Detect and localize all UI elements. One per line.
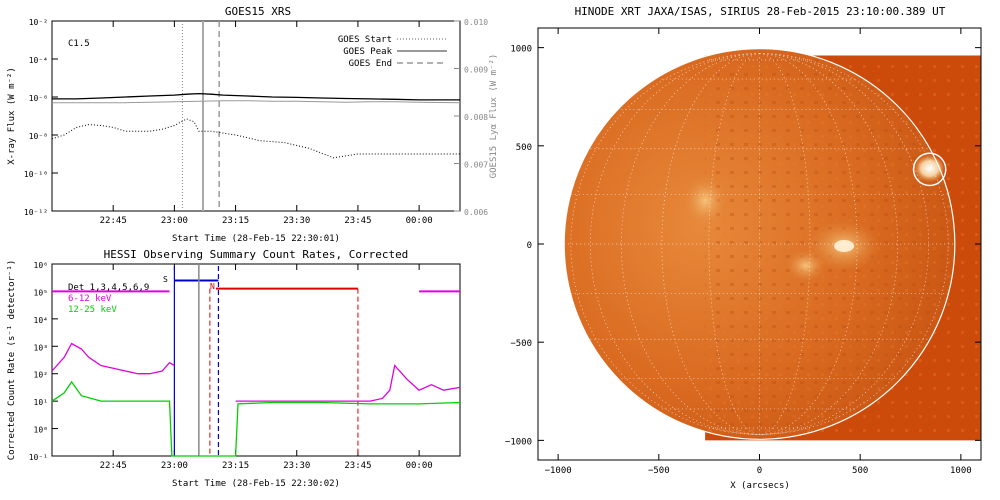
hessi-legend-6-12: 6-12 keV [68,294,112,304]
hessi-x-axis: 22:45 23:00 23:15 23:30 23:45 00:00 [100,264,433,471]
hessi-6-12kev-line [235,364,461,402]
hessi-xlabel: Start Time (28-Feb-15 22:30:02) [172,479,340,489]
goes-ylabel: X-ray Flux (W m⁻²) [7,67,17,165]
goes-x-tick-label: 23:15 [222,216,249,226]
hessi-x-tick-label: 23:45 [344,461,371,471]
hessi-y-tick-label: 10⁰ [34,426,48,435]
goes-x-tick-label: 22:45 [100,216,127,226]
goes-x-axis: 22:45 23:00 23:15 23:30 23:45 00:00 [100,21,433,226]
goes-legend: GOES Start GOES Peak GOES End [338,35,447,69]
xrt-y-tick-label: −1000 [505,437,532,447]
hessi-series-group [51,342,461,457]
goes-x-tick-label: 23:30 [283,216,310,226]
xrt-flare-circle [912,152,947,187]
goes-y-tick-label: 10⁻² [29,18,48,27]
hessi-ylabel: Corrected Count Rate (s⁻¹ detector⁻¹) [7,260,17,460]
xrt-x-tick-label: −500 [648,466,670,476]
goes-title: GOES15 XRS [225,5,291,18]
xrt-flare-brightening [913,154,946,183]
xrt-y-axis: −1000 −500 0 500 1000 [505,45,981,447]
xrt-longitude-line [759,53,858,435]
xrt-active-region-south [785,249,826,282]
goes-x-tick-label: 23:00 [161,216,188,226]
goes-x-tick-label: 00:00 [406,216,433,226]
goes-y-axis: 10⁻¹² 10⁻¹⁰ 10⁻⁸ 10⁻⁶ 10⁻⁴ 10⁻² [24,18,58,217]
goes-y-tick-label: 10⁻⁶ [29,94,48,103]
hessi-y-tick-label: 10² [34,371,48,380]
xrt-solar-limb [563,48,956,440]
xrt-y-tick-label: −500 [510,339,532,349]
hessi-12-25kev-line [51,380,461,457]
xrt-limb-circle [563,48,956,440]
xrt-x-tick-label: 500 [852,466,868,476]
hessi-y-tick-label: 10¹ [34,398,48,407]
hessi-6-12kev-line [51,342,175,375]
hessi-flag-n: N [210,282,215,291]
goes-y2-tick-label: 0.009 [464,66,488,75]
goes-y2-axis: 0.006 0.007 0.008 0.009 0.010 [454,18,488,217]
hessi-y-tick-label: 10⁻¹ [29,453,48,462]
xrt-x-tick-label: 1000 [950,466,972,476]
hessi-y-tick-label: 10⁵ [34,288,48,297]
goes-y2-tick-label: 0.006 [464,208,488,217]
goes-event-markers [181,21,220,211]
xrt-x-axis: −1000 −500 0 500 1000 [545,28,972,476]
hessi-x-tick-label: 23:30 [283,461,310,471]
goes-y2-tick-label: 0.007 [464,161,488,170]
goes-y-tick-label: 10⁻¹² [24,208,48,217]
hessi-legend: Det 1,3,4,5,6,9 6-12 keV 12-25 keV [68,283,149,315]
xrt-heliographic-grid [564,53,955,435]
goes-y2-tick-label: 0.008 [464,113,488,122]
goes-legend-peak: GOES Peak [343,47,392,57]
goes-long-channel-line [52,92,460,101]
xrt-x-tick-label: −1000 [545,466,572,476]
xrt-active-region-east [683,174,728,227]
goes-plot-frame [51,20,461,212]
hessi-y-tick-label: 10⁴ [34,316,48,325]
hessi-x-tick-label: 00:00 [406,461,433,471]
goes-y2label: GOES15 Lyα Flux (W m⁻²) [489,54,499,179]
hessi-flag-bars [52,264,460,456]
xrt-longitude-line [661,53,760,435]
hessi-panel: HESSI Observing Summary Count Rates, Cor… [7,248,461,489]
xrt-y-tick-label: 500 [516,143,532,153]
goes-short-channel-line [51,118,460,159]
xrt-xlabel: X (arcsecs) [730,481,790,491]
xrt-longitude-line [759,53,898,435]
goes-lyalpha-line [52,100,461,104]
hessi-legend-det: Det 1,3,4,5,6,9 [68,283,149,293]
hessi-plot-frame [51,263,461,457]
hessi-title: HESSI Observing Summary Count Rates, Cor… [104,248,409,261]
hessi-x-tick-label: 23:15 [222,461,249,471]
xrt-map-panel: HINODE XRT JAXA/ISAS, SIRIUS 28-Feb-2015… [505,5,982,491]
xrt-y-tick-label: 1000 [510,45,532,55]
xrt-title: HINODE XRT JAXA/ISAS, SIRIUS 28-Feb-2015… [575,5,946,18]
goes-xrs-panel: GOES15 XRS 22:45 23:00 23:15 23:30 23:45 00:0… [7,5,499,244]
hessi-x-tick-label: 22:45 [100,461,127,471]
hessi-y-tick-label: 10⁶ [34,261,48,270]
xrt-active-region-core [834,239,855,252]
xrt-longitude-line [759,53,949,435]
goes-y2-tick-label: 0.010 [464,18,488,27]
hessi-x-tick-label: 23:00 [161,461,188,471]
hessi-y-tick-label: 10³ [34,343,48,352]
xrt-longitude-line [621,53,760,435]
goes-x-tick-label: 23:45 [344,216,371,226]
goes-legend-end: GOES End [349,59,392,69]
goes-annotation: C1.5 [68,39,90,49]
goes-xlabel: Start Time (28-Feb-15 22:30:01) [172,234,340,244]
hessi-legend-12-25: 12-25 keV [68,305,117,315]
goes-legend-start: GOES Start [338,35,392,45]
goes-y-tick-label: 10⁻⁴ [29,56,48,65]
goes-y-tick-label: 10⁻¹⁰ [24,170,48,179]
goes-y-tick-label: 10⁻⁸ [29,132,48,141]
hessi-flag-s: S [163,275,168,284]
xrt-solar-image [564,48,981,441]
xrt-x-tick-label: 0 [757,466,762,476]
goes-series-group [51,92,461,159]
xrt-longitude-line [570,53,760,435]
xrt-y-tick-label: 0 [527,241,532,251]
